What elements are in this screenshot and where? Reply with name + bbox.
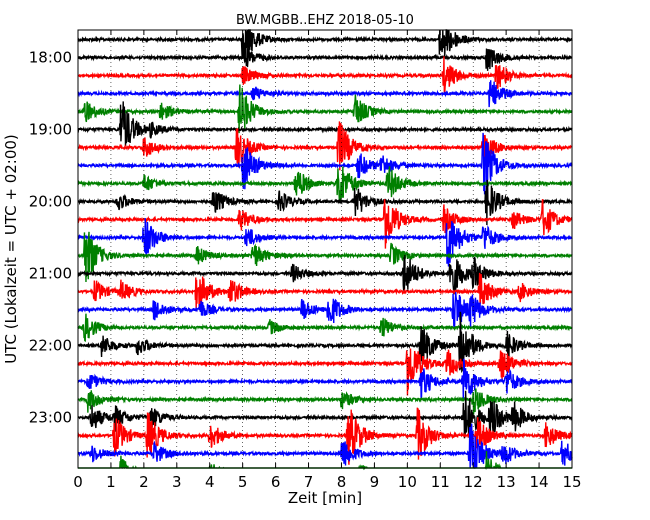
seismic-trace-2230 — [77, 358, 573, 400]
seismic-trace-2245 — [77, 388, 573, 415]
x-tick-label: 12 — [464, 473, 483, 491]
x-tick-label: 6 — [271, 473, 281, 491]
seismic-trace-1845 — [77, 84, 573, 134]
x-axis-title: Zeit [min] — [288, 489, 362, 507]
x-tick-label: 15 — [562, 473, 581, 491]
chart-title: BW.MGBB..EHZ 2018-05-10 — [236, 13, 414, 28]
seismic-trace-2045 — [77, 231, 573, 283]
seismic-trace-1800 — [77, 48, 573, 71]
seismic-trace-2215 — [77, 348, 573, 396]
x-tick-label: 2 — [139, 473, 149, 491]
y-axis: 18:00 19:00 20:00 21:00 22:00 23:00 — [29, 49, 572, 427]
x-tick-label: 14 — [530, 473, 549, 491]
x-tick-label: 3 — [172, 473, 182, 491]
x-tick-label: 8 — [337, 473, 347, 491]
seismic-trace-2030 — [77, 218, 573, 267]
seismic-trace-2115 — [77, 272, 573, 312]
seismic-trace-2200 — [77, 311, 573, 374]
seismic-trace-2300 — [77, 390, 573, 442]
y-tick-label: 18:00 — [29, 49, 72, 67]
seismic-trace-1900 — [77, 101, 573, 146]
seismic-trace-2000 — [77, 179, 573, 226]
x-axis: 0 1 2 3 4 5 6 7 8 9 10 11 12 13 14 15 — [73, 30, 582, 491]
x-tick-label: 0 — [73, 473, 83, 491]
seismic-trace-2330 — [77, 423, 573, 469]
x-tick-label: 9 — [370, 473, 380, 491]
y-axis-title: UTC (Lokalzeit = UTC + 02:00) — [2, 134, 20, 364]
seismic-trace-1830 — [77, 80, 573, 108]
seismic-trace-2145 — [77, 313, 573, 342]
y-tick-label: 21:00 — [29, 265, 72, 283]
y-tick-label: 19:00 — [29, 121, 72, 139]
seismic-trace-1745 — [77, 29, 573, 64]
x-tick-label: 7 — [304, 473, 314, 491]
seismic-trace-1945 — [77, 166, 573, 203]
y-tick-label: 23:00 — [29, 409, 72, 427]
seismic-trace-2015 — [77, 198, 573, 249]
x-tick-label: 4 — [205, 473, 215, 491]
seismic-trace-2315 — [77, 407, 573, 465]
seismic-trace-2130 — [77, 292, 573, 328]
y-tick-label: 22:00 — [29, 337, 72, 355]
x-tick-label: 13 — [497, 473, 516, 491]
seismic-trace-1930 — [77, 132, 573, 195]
x-tick-label: 5 — [238, 473, 248, 491]
x-tick-label: 1 — [106, 473, 116, 491]
x-tick-label: 10 — [398, 473, 417, 491]
seismic-trace-2100 — [77, 254, 573, 295]
trace-layer — [77, 29, 573, 471]
y-tick-label: 20:00 — [29, 193, 72, 211]
seismic-trace-1815 — [77, 56, 573, 95]
plot-frame — [77, 29, 573, 469]
x-tick-label: 11 — [431, 473, 450, 491]
